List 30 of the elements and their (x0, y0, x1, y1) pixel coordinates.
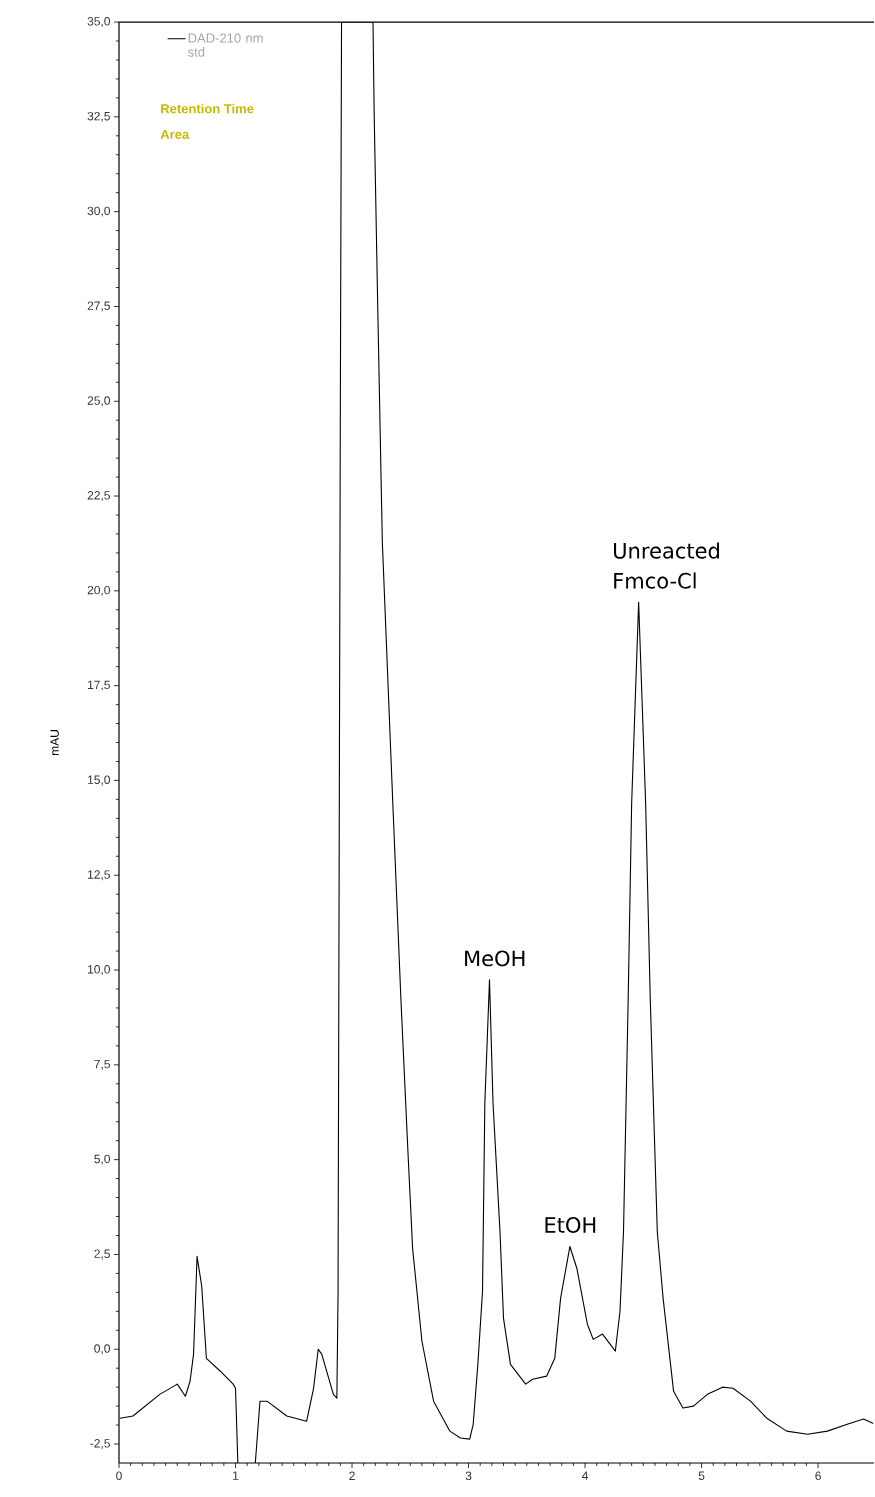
x-tick-label: 1 (233, 1471, 239, 1480)
annotation: Retention Time (161, 103, 254, 114)
y-axis-title: mAU (50, 730, 60, 756)
x-tick-label: 3 (465, 1471, 472, 1481)
y-tick-label: 25,0 (87, 396, 111, 407)
y-tick-label: 2,5 (94, 1249, 111, 1260)
legend-label: DAD-210 nm std (188, 33, 263, 57)
x-tick-label: 4 (582, 1471, 589, 1480)
y-tick-label: 0,0 (94, 1344, 111, 1355)
y-tick-label: 10,0 (88, 965, 111, 975)
x-tick-label: 2 (349, 1471, 355, 1480)
annotation: Area (160, 129, 190, 139)
annotation: Unreacted Fmco-Cl (614, 542, 720, 589)
y-tick-label: 7,5 (94, 1059, 111, 1070)
x-tick-label: 6 (815, 1471, 822, 1481)
y-tick-label: 15,0 (88, 775, 111, 786)
y-tick-label: 35,0 (87, 17, 111, 28)
annotation: MeOH (465, 950, 525, 967)
y-tick-label: 17,5 (88, 680, 111, 691)
x-tick-label: 0 (116, 1471, 123, 1481)
x-tick-label: 5 (698, 1471, 705, 1480)
y-tick-label: 22,5 (87, 491, 111, 501)
y-tick-label: 27,5 (87, 301, 111, 312)
y-tick-label: 32,5 (87, 111, 111, 122)
y-tick-label: 5,0 (94, 1154, 111, 1165)
y-tick-label: 20,0 (87, 585, 111, 596)
y-tick-label: 12,5 (88, 870, 111, 881)
y-tick-label: 30,0 (87, 206, 111, 217)
annotation: EtOH (545, 1217, 596, 1233)
y-tick-label: -2,5 (90, 1439, 111, 1449)
